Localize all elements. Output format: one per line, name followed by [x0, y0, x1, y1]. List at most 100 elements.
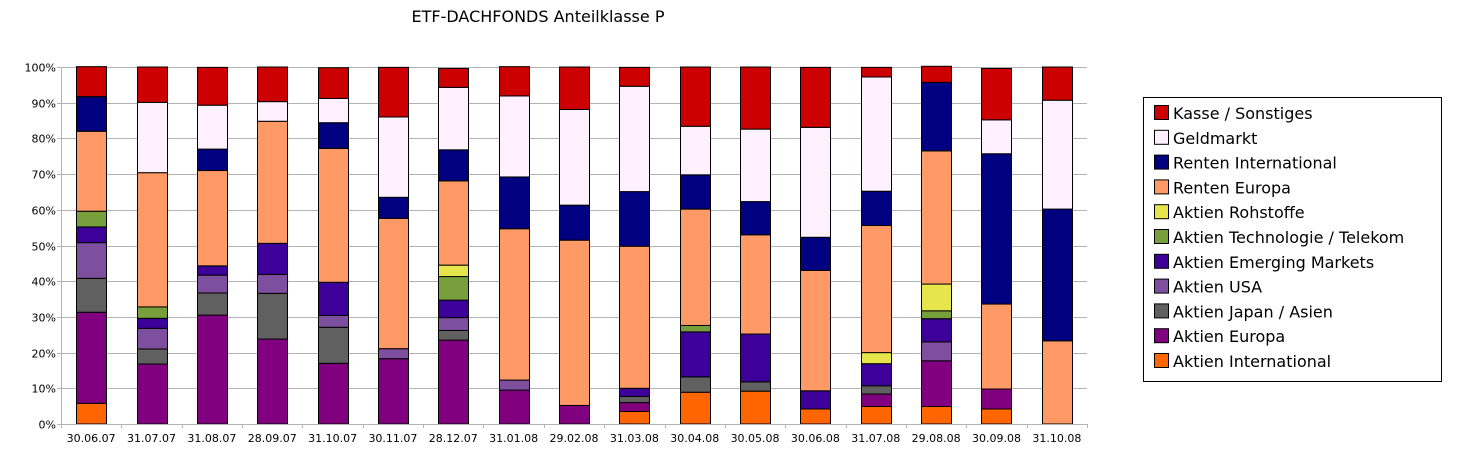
bar-segment [861, 352, 892, 365]
bar-segment [197, 314, 228, 425]
chart-title: ETF-DACHFONDS Anteilklasse P [412, 7, 665, 26]
bar-segment [438, 339, 469, 425]
legend-swatch [1154, 179, 1169, 195]
bar-segment [861, 385, 892, 395]
bar-segment [1042, 340, 1073, 425]
legend-swatch [1154, 303, 1169, 319]
bar-segment [619, 396, 650, 404]
bar-segment [680, 174, 711, 210]
y-tick-label: 50% [32, 241, 56, 254]
bar-segment [861, 225, 892, 354]
legend-swatch [1154, 253, 1169, 269]
bar-segment [619, 411, 650, 425]
bar-segment [981, 388, 1012, 410]
bar-segment [740, 66, 771, 130]
legend-swatch [1154, 204, 1169, 220]
bar-segment [499, 66, 530, 97]
y-tick-label: 70% [32, 169, 56, 182]
bar-segment [76, 210, 107, 228]
bar-segment [559, 108, 590, 206]
bar-segment [981, 153, 1012, 305]
x-tick-label: 30.06.08 [791, 432, 840, 445]
y-tick-label: 60% [32, 205, 56, 218]
bar-segment [740, 201, 771, 236]
bar-segment [680, 324, 711, 333]
bar-segment [800, 236, 831, 271]
legend-swatch [1154, 353, 1169, 368]
legend-label: Aktien Technologie / Telekom [1173, 228, 1404, 247]
bar-segment [378, 196, 409, 219]
bar-segment [800, 66, 831, 128]
bar-segment [921, 406, 952, 425]
bar-segment [499, 95, 530, 178]
bar-segment [438, 180, 469, 266]
bar-segment [861, 363, 892, 387]
bar-segment [499, 176, 530, 230]
legend-swatch [1154, 154, 1169, 170]
y-tick-label: 0% [39, 419, 56, 432]
bar-segment [76, 242, 107, 279]
legend-label: Renten International [1173, 154, 1337, 173]
bar-segment [981, 67, 1012, 121]
bar-segment [438, 317, 469, 331]
bar-segment [76, 130, 107, 212]
y-tick-label: 90% [32, 98, 56, 111]
x-tick-label: 30.04.08 [670, 432, 719, 445]
bar-segment [197, 66, 228, 106]
y-tick-label: 100% [25, 62, 56, 75]
bar-segment [680, 376, 711, 393]
bar-segment [378, 348, 409, 360]
bar-segment [318, 67, 349, 99]
legend-swatch [1154, 129, 1169, 145]
bar-segment [921, 283, 952, 312]
bar-segment [318, 314, 349, 328]
bar-segment [197, 274, 228, 294]
bar-segment [197, 265, 228, 276]
bar-segment [861, 76, 892, 192]
bar-segment [861, 66, 892, 78]
legend-swatch [1154, 229, 1169, 244]
legend-label: Aktien Emerging Markets [1173, 253, 1374, 272]
y-tick-label: 10% [32, 383, 56, 396]
x-tick-label: 31.01.08 [489, 432, 538, 445]
bar-segment [619, 387, 650, 398]
bar-segment [197, 170, 228, 267]
legend-swatch [1154, 105, 1169, 120]
bar-segment [197, 148, 228, 172]
bar-segment [921, 310, 952, 320]
bar-segment [619, 85, 650, 193]
bar-segment [680, 125, 711, 176]
bar-segment [378, 358, 409, 425]
bar-segment [680, 331, 711, 378]
bar-segment [318, 97, 349, 124]
bar-segment [137, 172, 168, 308]
bar-segment [257, 338, 288, 425]
legend-label: Aktien Japan / Asien [1173, 302, 1333, 321]
bar-segment [378, 116, 409, 198]
bar-segment [740, 234, 771, 335]
x-tick-label: 31.08.07 [187, 432, 236, 445]
bar-segment [559, 239, 590, 406]
y-tick-label: 30% [32, 312, 56, 325]
bar-segment [318, 281, 349, 316]
bar-segment [559, 404, 590, 425]
bar-segment [438, 276, 469, 301]
bar-segment [257, 120, 288, 244]
bar-segment [137, 363, 168, 425]
bar-segment [257, 292, 288, 340]
bar-segment [559, 66, 590, 110]
x-tick-label: 30.06.07 [67, 432, 116, 445]
bar-segment [740, 390, 771, 425]
x-tick-label: 30.11.07 [368, 432, 417, 445]
bar-segment [1042, 99, 1073, 210]
bar-segment [499, 379, 530, 391]
x-tick-label: 28.12.07 [429, 432, 478, 445]
bar-segment [680, 66, 711, 127]
x-tick-label: 29.02.08 [550, 432, 599, 445]
bar-segment [137, 317, 168, 329]
bars-layer [76, 65, 1073, 425]
bar-segment [76, 277, 107, 313]
bar-segment [76, 66, 107, 98]
bar-segment [438, 67, 469, 88]
bar-segment [921, 65, 952, 83]
